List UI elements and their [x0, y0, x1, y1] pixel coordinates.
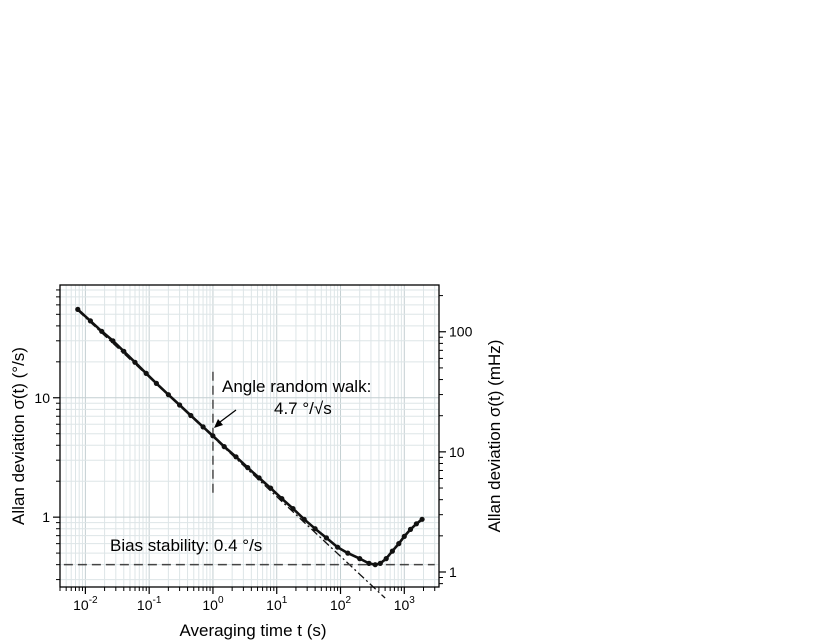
data-point	[396, 541, 402, 547]
data-point	[323, 535, 329, 541]
data-point	[121, 348, 127, 354]
arw-arrow-head	[214, 419, 223, 428]
data-point	[383, 556, 389, 562]
data-series	[75, 306, 425, 568]
bias-stability-annotation: Bias stability: 0.4 °/s	[110, 536, 262, 555]
data-point	[401, 533, 407, 540]
y-right-tick-label: 10	[449, 444, 465, 460]
data-point	[177, 402, 183, 408]
data-point	[335, 544, 341, 550]
data-point	[87, 318, 93, 324]
data-point	[99, 328, 105, 334]
data-point	[153, 380, 159, 386]
data-point	[110, 338, 116, 344]
data-point	[312, 526, 318, 532]
data-point	[290, 506, 296, 512]
data-point	[143, 370, 149, 376]
data-point	[279, 496, 285, 502]
data-point	[413, 521, 419, 527]
data-point	[407, 526, 414, 533]
data-point	[210, 433, 216, 439]
data-point	[200, 424, 206, 430]
data-point	[366, 560, 372, 567]
data-point	[389, 548, 395, 554]
data-point	[233, 454, 239, 460]
data-point	[301, 516, 307, 522]
x-tick-label: 10-1	[137, 595, 162, 613]
data-point	[132, 359, 138, 365]
x-axis-label: Averaging time t (s)	[179, 621, 326, 640]
y-left-tick-label: 1	[42, 509, 50, 525]
data-point	[268, 485, 274, 491]
x-tick-label: 103	[394, 595, 416, 613]
x-tick-label: 102	[330, 595, 352, 613]
x-tick-label: 101	[266, 595, 288, 613]
data-point	[221, 444, 227, 450]
y-right-tick-label: 1	[449, 564, 457, 580]
data-point	[357, 556, 363, 562]
data-point	[245, 465, 251, 471]
data-point	[345, 550, 351, 556]
data-point	[188, 412, 194, 419]
y-axis-label-right: Allan deviation σ(t) (mHz)	[485, 340, 504, 533]
y-left-tick-label: 10	[34, 390, 50, 406]
data-point	[75, 306, 81, 312]
plot-frame	[59, 284, 440, 588]
data-point	[419, 516, 425, 522]
x-tick-label: 10-2	[73, 595, 98, 613]
data-point	[372, 562, 378, 568]
data-point	[377, 560, 383, 567]
arw-annotation-line1: Angle random walk:	[222, 377, 371, 396]
y-right-tick-label: 100	[449, 324, 473, 340]
data-point	[165, 392, 171, 398]
x-tick-label: 100	[202, 595, 224, 613]
y-axis-label-left: Allan deviation σ(t) (°/s)	[9, 347, 28, 525]
data-point	[256, 475, 262, 481]
arw-annotation-line2: 4.7 °/√s	[274, 399, 332, 418]
